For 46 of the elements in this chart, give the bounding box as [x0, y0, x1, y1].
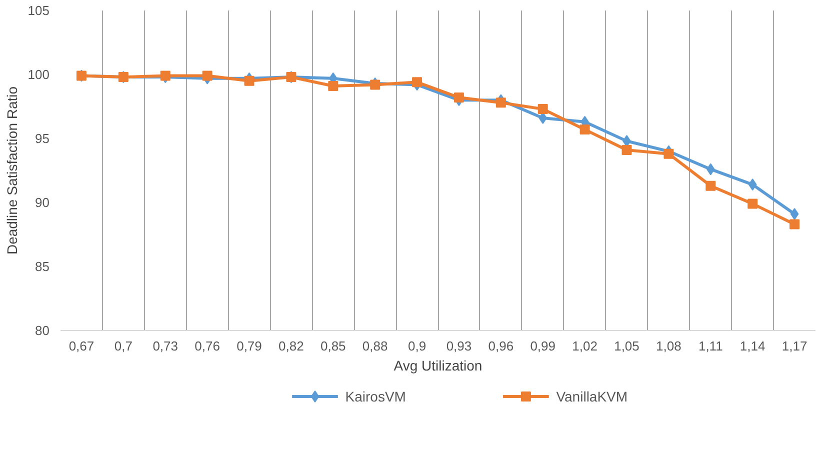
point — [622, 145, 632, 156]
x-tick-label: 0,99 — [530, 338, 556, 354]
x-tick-label: 0,96 — [488, 338, 514, 354]
y-axis-title: Deadline Satisfaction Ratio — [4, 86, 20, 255]
point — [706, 180, 716, 191]
point — [202, 70, 212, 81]
point — [790, 219, 800, 230]
legend-label: KairosVM — [345, 388, 406, 404]
point — [580, 124, 590, 135]
point — [328, 81, 338, 92]
x-tick-label: 1,17 — [782, 338, 808, 354]
y-tick-label: 90 — [35, 195, 50, 210]
x-axis-title: Avg Utilization — [394, 358, 482, 374]
point — [706, 163, 715, 176]
point — [160, 70, 170, 81]
point — [454, 92, 464, 103]
point — [496, 98, 506, 108]
y-tick-label: 95 — [35, 131, 50, 146]
y-tick-label: 105 — [28, 3, 50, 18]
x-tick-label: 1,14 — [740, 338, 766, 354]
point — [370, 80, 380, 90]
x-tick-label: 0,85 — [320, 338, 346, 354]
x-tick-label: 1,08 — [656, 338, 682, 354]
x-tick-label: 1,05 — [614, 338, 640, 354]
x-tick-label: 1,11 — [698, 338, 723, 354]
point — [538, 104, 548, 114]
x-tick-label: 0,79 — [236, 338, 262, 354]
x-tick-label: 0,73 — [152, 338, 178, 354]
x-tick-label: 1,02 — [572, 338, 598, 354]
point — [748, 178, 757, 191]
legend-label: VanillaKVM — [556, 388, 628, 404]
point — [748, 198, 758, 209]
x-tick-label: 0,7 — [114, 338, 132, 354]
point — [664, 148, 674, 159]
x-tick-label: 0,67 — [68, 338, 94, 354]
point — [412, 77, 422, 88]
x-tick-label: 0,93 — [446, 338, 472, 354]
x-tick-label: 0,9 — [408, 338, 426, 354]
y-tick-label: 85 — [35, 259, 50, 274]
x-tick-label: 0,82 — [278, 338, 304, 354]
y-tick-label: 80 — [35, 323, 50, 338]
x-tick-label: 0,76 — [194, 338, 220, 354]
x-tick-label: 0,88 — [362, 338, 388, 354]
y-tick-label: 100 — [28, 67, 50, 82]
point — [244, 76, 254, 86]
point — [790, 208, 799, 220]
